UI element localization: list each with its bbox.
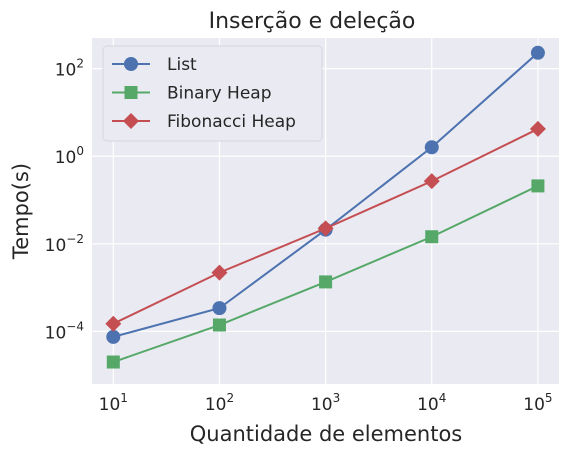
x-tick-label: 103	[311, 391, 340, 415]
x-tick-label-base: 10	[205, 395, 227, 415]
chart-title: Inserção e deleção	[209, 9, 416, 34]
data-point	[424, 140, 439, 155]
data-point	[319, 275, 333, 289]
legend-label: List	[167, 55, 197, 75]
y-tick-label-base: 10	[55, 61, 77, 81]
y-tick-label-exponent: 2	[76, 57, 84, 71]
x-tick-label: 102	[205, 391, 234, 415]
data-point	[529, 120, 546, 137]
series-binary-heap	[106, 179, 545, 369]
x-tick-label-base: 10	[99, 395, 121, 415]
y-tick-label-exponent: 0	[76, 144, 84, 158]
y-tick-label: 10−2	[45, 232, 84, 256]
y-tick-label-base: 10	[45, 323, 67, 343]
x-tick-label-exponent: 1	[120, 391, 128, 405]
x-tick-label-base: 10	[311, 395, 333, 415]
series-layer	[105, 45, 546, 369]
data-point	[212, 318, 226, 332]
legend-marker	[123, 113, 139, 129]
legend-marker	[124, 86, 138, 99]
x-tick-label: 105	[523, 391, 552, 415]
legend-marker	[124, 57, 138, 71]
data-point	[212, 301, 227, 316]
y-tick-label-base: 10	[45, 236, 67, 256]
data-point	[317, 220, 334, 237]
x-tick-label: 101	[99, 391, 128, 415]
x-tick-label: 104	[417, 391, 446, 415]
data-point	[530, 45, 545, 60]
legend-label: Fibonacci Heap	[167, 112, 296, 132]
x-tick-label-base: 10	[417, 395, 439, 415]
x-tick-label-exponent: 5	[545, 391, 553, 405]
legend-item: Fibonacci Heap	[112, 112, 296, 132]
y-tick-label-exponent: −4	[66, 319, 84, 333]
data-point	[425, 230, 439, 244]
y-axis-label: Tempo(s)	[9, 163, 33, 260]
data-point	[106, 329, 121, 344]
data-point	[211, 264, 228, 281]
data-point	[531, 179, 545, 193]
x-tick-label-base: 10	[523, 395, 545, 415]
data-point	[106, 355, 120, 369]
x-tick-label-exponent: 3	[333, 391, 341, 405]
y-tick-label-exponent: −2	[66, 232, 84, 246]
y-tick-label-base: 10	[55, 148, 77, 168]
data-point	[423, 173, 440, 190]
series-fibonacci-heap	[105, 120, 546, 332]
legend-box	[102, 45, 323, 142]
data-point	[105, 315, 122, 332]
legend: List Binary Heap Fibonacci Heap	[102, 45, 323, 142]
x-ticks: 101 102 103 104 105	[99, 391, 553, 415]
legend-item: List	[112, 55, 197, 75]
legend-label: Binary Heap	[167, 84, 271, 104]
legend-item: Binary Heap	[112, 84, 271, 104]
y-tick-label: 102	[55, 57, 84, 81]
x-axis-label: Quantidade de elementos	[190, 422, 463, 446]
y-tick-label: 100	[55, 144, 84, 168]
x-tick-label-exponent: 4	[439, 391, 447, 405]
y-tick-label: 10−4	[45, 319, 84, 343]
x-tick-label-exponent: 2	[226, 391, 234, 405]
